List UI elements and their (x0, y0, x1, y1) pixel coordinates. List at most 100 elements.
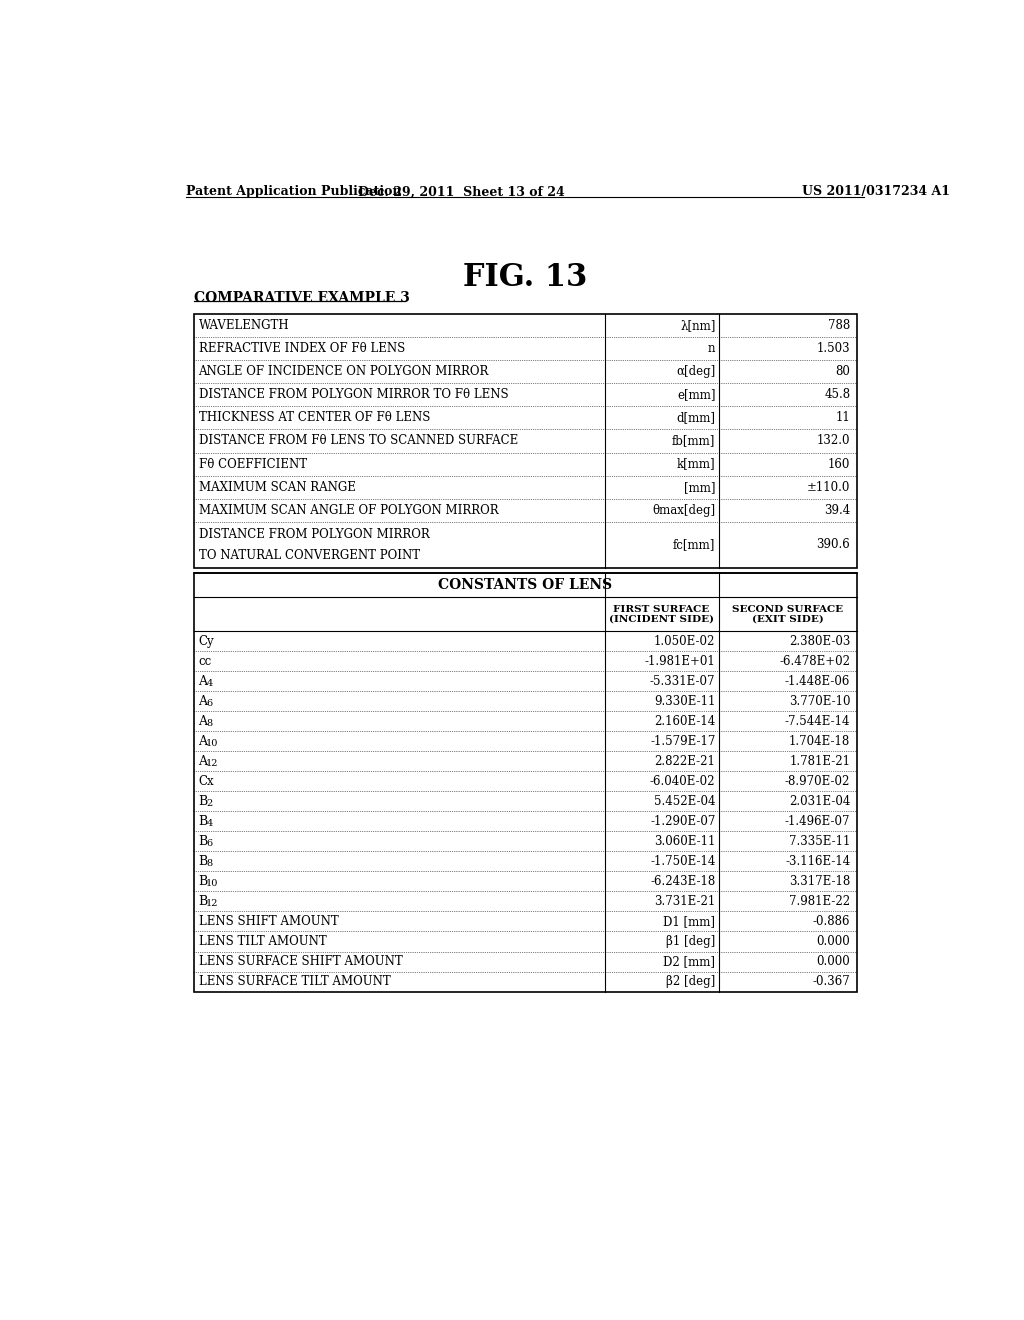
Text: 788: 788 (828, 319, 850, 333)
Text: A: A (199, 714, 208, 727)
Text: A: A (199, 755, 208, 768)
Text: Fθ COEFFICIENT: Fθ COEFFICIENT (199, 458, 306, 471)
Text: 0.000: 0.000 (816, 954, 850, 968)
Text: REFRACTIVE INDEX OF Fθ LENS: REFRACTIVE INDEX OF Fθ LENS (199, 342, 404, 355)
Text: β2 [deg]: β2 [deg] (667, 975, 716, 989)
Text: θmax[deg]: θmax[deg] (652, 504, 716, 517)
Text: B: B (199, 834, 208, 847)
Text: TO NATURAL CONVERGENT POINT: TO NATURAL CONVERGENT POINT (199, 549, 420, 561)
Text: β1 [deg]: β1 [deg] (667, 935, 716, 948)
Text: λ[nm]: λ[nm] (680, 319, 716, 333)
Text: B: B (199, 814, 208, 828)
Text: fb[mm]: fb[mm] (672, 434, 716, 447)
Text: WAVELENGTH: WAVELENGTH (199, 319, 289, 333)
Text: 12: 12 (206, 899, 219, 908)
Text: 3.770E-10: 3.770E-10 (788, 694, 850, 708)
Text: 12: 12 (206, 759, 219, 768)
Text: 5.452E-04: 5.452E-04 (654, 795, 716, 808)
Text: THICKNESS AT CENTER OF Fθ LENS: THICKNESS AT CENTER OF Fθ LENS (199, 412, 430, 425)
Text: Dec. 29, 2011  Sheet 13 of 24: Dec. 29, 2011 Sheet 13 of 24 (357, 185, 564, 198)
Text: B: B (199, 795, 208, 808)
Text: 45.8: 45.8 (824, 388, 850, 401)
Text: MAXIMUM SCAN RANGE: MAXIMUM SCAN RANGE (199, 480, 355, 494)
Text: B: B (199, 895, 208, 908)
Text: -3.116E-14: -3.116E-14 (785, 855, 850, 869)
Text: 6: 6 (206, 840, 212, 849)
Text: 7.335E-11: 7.335E-11 (788, 834, 850, 847)
Text: 2: 2 (206, 799, 213, 808)
Text: 8: 8 (206, 719, 212, 729)
Text: 39.4: 39.4 (824, 504, 850, 517)
Text: ±110.0: ±110.0 (807, 480, 850, 494)
Text: LENS SURFACE TILT AMOUNT: LENS SURFACE TILT AMOUNT (199, 975, 390, 989)
Text: D1 [mm]: D1 [mm] (664, 915, 716, 928)
Text: D2 [mm]: D2 [mm] (664, 954, 716, 968)
Text: 10: 10 (206, 879, 219, 888)
Text: 7.981E-22: 7.981E-22 (790, 895, 850, 908)
Text: FIG. 13: FIG. 13 (463, 263, 587, 293)
Text: -6.478E+02: -6.478E+02 (779, 655, 850, 668)
Text: -1.496E-07: -1.496E-07 (784, 814, 850, 828)
Bar (194, 314, 856, 568)
Text: FIRST SURFACE
(INCIDENT SIDE): FIRST SURFACE (INCIDENT SIDE) (609, 605, 714, 624)
Text: 1.050E-02: 1.050E-02 (654, 635, 716, 648)
Text: -1.750E-14: -1.750E-14 (650, 855, 716, 869)
Text: α[deg]: α[deg] (676, 366, 716, 379)
Text: A: A (199, 675, 208, 688)
Text: Cy: Cy (199, 635, 214, 648)
Text: 2.031E-04: 2.031E-04 (788, 795, 850, 808)
Text: -1.290E-07: -1.290E-07 (650, 814, 716, 828)
Text: -1.579E-17: -1.579E-17 (650, 735, 716, 748)
Text: 80: 80 (836, 366, 850, 379)
Text: US 2011/0317234 A1: US 2011/0317234 A1 (802, 185, 950, 198)
Text: -6.243E-18: -6.243E-18 (650, 875, 716, 888)
Text: -8.970E-02: -8.970E-02 (785, 775, 850, 788)
Text: 132.0: 132.0 (817, 434, 850, 447)
Text: -0.367: -0.367 (813, 975, 850, 989)
Text: COMPARATIVE EXAMPLE 3: COMPARATIVE EXAMPLE 3 (194, 290, 410, 305)
Text: Cx: Cx (199, 775, 214, 788)
Text: 3.731E-21: 3.731E-21 (654, 895, 716, 908)
Text: -1.981E+01: -1.981E+01 (645, 655, 716, 668)
Text: A: A (199, 735, 208, 748)
Text: 9.330E-11: 9.330E-11 (654, 694, 716, 708)
Text: [mm]: [mm] (684, 480, 716, 494)
Text: 3.317E-18: 3.317E-18 (790, 875, 850, 888)
Text: MAXIMUM SCAN ANGLE OF POLYGON MIRROR: MAXIMUM SCAN ANGLE OF POLYGON MIRROR (199, 504, 498, 517)
Text: B: B (199, 875, 208, 888)
Text: 0.000: 0.000 (816, 935, 850, 948)
Bar (194, 573, 856, 991)
Text: 2.380E-03: 2.380E-03 (788, 635, 850, 648)
Text: -1.448E-06: -1.448E-06 (785, 675, 850, 688)
Text: DISTANCE FROM POLYGON MIRROR: DISTANCE FROM POLYGON MIRROR (199, 528, 429, 541)
Text: Patent Application Publication: Patent Application Publication (186, 185, 401, 198)
Text: 2.160E-14: 2.160E-14 (654, 714, 716, 727)
Text: 4: 4 (206, 820, 213, 828)
Text: 1.503: 1.503 (817, 342, 850, 355)
Text: 8: 8 (206, 859, 212, 869)
Text: k[mm]: k[mm] (677, 458, 716, 471)
Text: 390.6: 390.6 (816, 539, 850, 552)
Text: d[mm]: d[mm] (677, 412, 716, 425)
Text: 2.822E-21: 2.822E-21 (654, 755, 716, 768)
Text: -6.040E-02: -6.040E-02 (650, 775, 716, 788)
Text: 4: 4 (206, 678, 213, 688)
Text: LENS TILT AMOUNT: LENS TILT AMOUNT (199, 935, 327, 948)
Text: CONSTANTS OF LENS: CONSTANTS OF LENS (438, 578, 612, 591)
Text: n: n (708, 342, 716, 355)
Text: cc: cc (199, 655, 212, 668)
Text: 3.060E-11: 3.060E-11 (654, 834, 716, 847)
Text: -0.886: -0.886 (813, 915, 850, 928)
Text: -7.544E-14: -7.544E-14 (784, 714, 850, 727)
Text: DISTANCE FROM Fθ LENS TO SCANNED SURFACE: DISTANCE FROM Fθ LENS TO SCANNED SURFACE (199, 434, 518, 447)
Text: e[mm]: e[mm] (677, 388, 716, 401)
Text: ANGLE OF INCIDENCE ON POLYGON MIRROR: ANGLE OF INCIDENCE ON POLYGON MIRROR (199, 366, 488, 379)
Text: 1.704E-18: 1.704E-18 (790, 735, 850, 748)
Text: LENS SHIFT AMOUNT: LENS SHIFT AMOUNT (199, 915, 338, 928)
Text: 10: 10 (206, 739, 219, 748)
Text: 11: 11 (836, 412, 850, 425)
Text: A: A (199, 694, 208, 708)
Text: DISTANCE FROM POLYGON MIRROR TO Fθ LENS: DISTANCE FROM POLYGON MIRROR TO Fθ LENS (199, 388, 508, 401)
Text: B: B (199, 855, 208, 869)
Text: 6: 6 (206, 700, 212, 708)
